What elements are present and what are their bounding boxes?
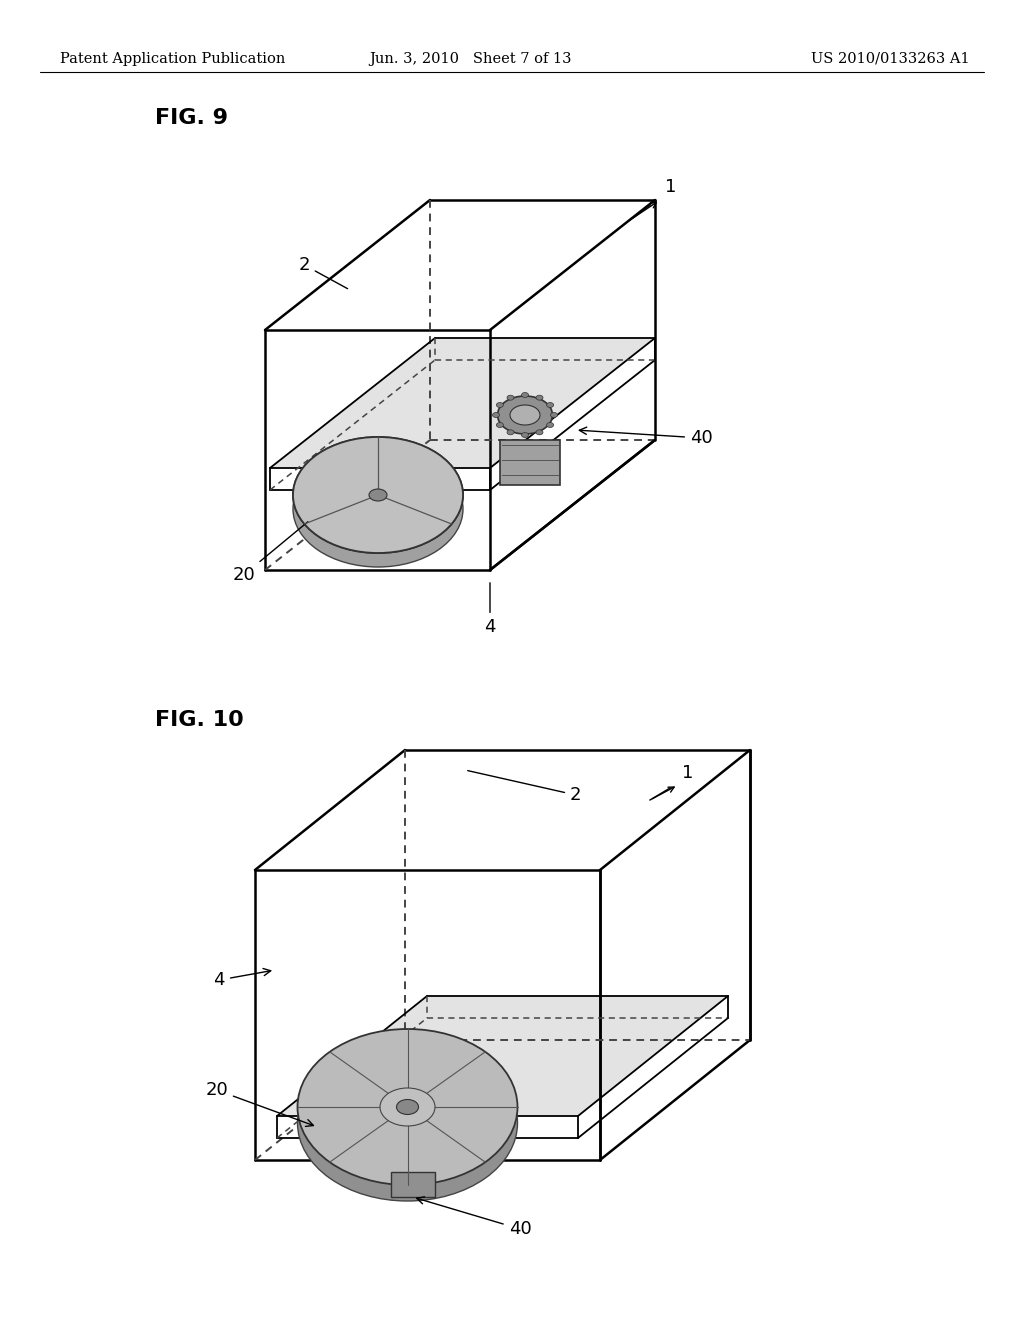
Ellipse shape — [293, 437, 463, 553]
Ellipse shape — [521, 433, 528, 437]
Ellipse shape — [369, 488, 387, 502]
Text: 4: 4 — [213, 969, 270, 989]
Ellipse shape — [547, 422, 554, 428]
Text: 40: 40 — [417, 1197, 531, 1238]
Ellipse shape — [396, 1100, 419, 1114]
Ellipse shape — [507, 395, 514, 400]
Ellipse shape — [510, 405, 540, 425]
Ellipse shape — [547, 403, 554, 408]
Text: 40: 40 — [580, 428, 713, 447]
Ellipse shape — [298, 1045, 517, 1201]
Text: 2: 2 — [299, 256, 347, 289]
Text: 1: 1 — [665, 178, 677, 195]
Ellipse shape — [507, 430, 514, 434]
Text: 4: 4 — [484, 582, 496, 636]
Text: Patent Application Publication: Patent Application Publication — [60, 51, 286, 66]
Polygon shape — [390, 1172, 434, 1197]
Ellipse shape — [293, 437, 463, 553]
Text: FIG. 10: FIG. 10 — [155, 710, 244, 730]
Ellipse shape — [536, 395, 543, 400]
Polygon shape — [278, 997, 728, 1115]
Text: Jun. 3, 2010   Sheet 7 of 13: Jun. 3, 2010 Sheet 7 of 13 — [369, 51, 571, 66]
Ellipse shape — [498, 396, 553, 434]
Ellipse shape — [536, 430, 543, 434]
Ellipse shape — [380, 1088, 435, 1126]
Text: 20: 20 — [232, 521, 308, 583]
Ellipse shape — [298, 1030, 517, 1185]
Text: US 2010/0133263 A1: US 2010/0133263 A1 — [811, 51, 970, 66]
Text: FIG. 9: FIG. 9 — [155, 108, 228, 128]
Polygon shape — [500, 440, 560, 484]
Ellipse shape — [497, 403, 504, 408]
Text: 20: 20 — [205, 1081, 313, 1126]
Ellipse shape — [551, 412, 557, 417]
Polygon shape — [270, 338, 655, 469]
Ellipse shape — [497, 422, 504, 428]
Ellipse shape — [521, 392, 528, 397]
Ellipse shape — [493, 412, 500, 417]
Text: 1: 1 — [682, 764, 693, 781]
Text: 2: 2 — [468, 771, 582, 804]
Ellipse shape — [293, 451, 463, 568]
